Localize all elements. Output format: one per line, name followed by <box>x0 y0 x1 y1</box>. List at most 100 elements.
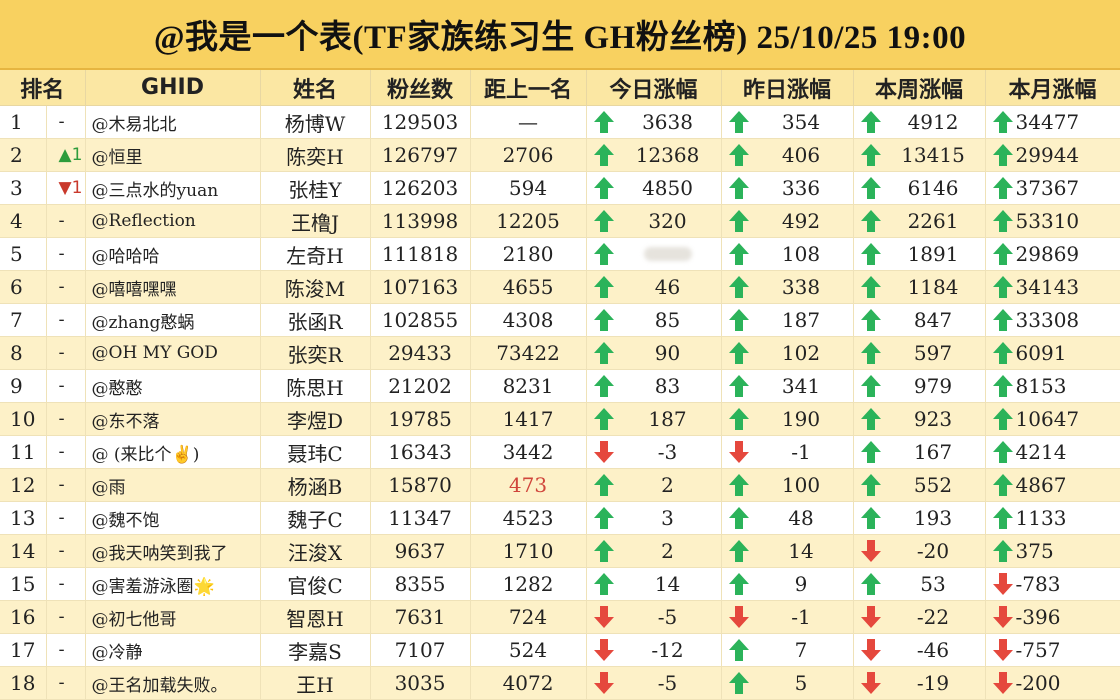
today-change-cell: 83 <box>586 369 722 403</box>
fans-cell: 16343 <box>370 435 471 469</box>
arrow-up-icon <box>593 374 615 398</box>
yesterday-change-value: 7 <box>750 634 853 666</box>
yesterday-change-value: 354 <box>750 106 853 138</box>
gap-cell: 724 <box>470 600 587 634</box>
ghid-cell: @三点水的yuan <box>85 171 261 205</box>
rank-cell: 18 <box>0 666 47 700</box>
yesterday-change-cell: 5 <box>721 666 854 700</box>
month-change-value: 53310 <box>1016 205 1120 237</box>
week-change-value: 193 <box>882 502 985 534</box>
rank-change-cell: - <box>46 270 86 304</box>
week-change-value: -46 <box>882 634 985 666</box>
yesterday-change-text: 190 <box>781 407 821 431</box>
week-change-cell: -22 <box>853 600 986 634</box>
gap-cell: 524 <box>470 633 587 667</box>
yesterday-change-text: 100 <box>781 473 821 497</box>
month-change-text: 1133 <box>1015 506 1067 530</box>
today-change-text: 90 <box>654 341 681 365</box>
week-change-text: -22 <box>916 605 950 629</box>
name-cell: 官俊C <box>260 567 371 601</box>
yesterday-change-cell: -1 <box>721 600 854 634</box>
week-change-text: 4912 <box>907 110 959 134</box>
gap-cell: — <box>470 105 587 139</box>
month-change-cell: -396 <box>985 600 1120 634</box>
arrow-up-icon <box>728 473 750 497</box>
today-change-text: 3638 <box>642 110 693 134</box>
name-cell: 智恩H <box>260 600 371 634</box>
yesterday-change-text: 338 <box>781 275 821 299</box>
gap-cell: 1710 <box>470 534 587 568</box>
yesterday-change-value: 406 <box>750 139 853 171</box>
rank-cell: 10 <box>0 402 47 436</box>
name-cell: 王橹J <box>260 204 371 238</box>
yesterday-change-value: 190 <box>750 403 853 435</box>
name-cell: 张奕R <box>260 336 371 370</box>
yesterday-change-text: 341 <box>781 374 821 398</box>
week-change-cell: 6146 <box>853 171 986 205</box>
month-change-text: -200 <box>1015 671 1061 695</box>
gap-cell: 8231 <box>470 369 587 403</box>
today-change-value: -5 <box>615 667 721 699</box>
week-change-text: 6146 <box>907 176 959 200</box>
gap-cell: 473 <box>470 468 587 502</box>
arrow-up-icon <box>593 473 615 497</box>
fans-cell: 111818 <box>370 237 471 271</box>
table-row: 14- @我天呐笑到我了 汪浚X 9637 1710 2 14 -20 375 <box>0 534 1120 568</box>
table-row: 12- @雨 杨涵B 15870 473 2 100 552 4867 <box>0 468 1120 502</box>
today-change-text: 187 <box>648 407 687 431</box>
yesterday-change-cell: 100 <box>721 468 854 502</box>
week-change-cell: -19 <box>853 666 986 700</box>
yesterday-change-text: 102 <box>781 341 821 365</box>
today-change-text: 12368 <box>635 143 700 167</box>
rank-change-cell: - <box>46 468 86 502</box>
gap-cell: 1417 <box>470 402 587 436</box>
month-change-cell: -757 <box>985 633 1120 667</box>
rank-change-cell: - <box>46 336 86 370</box>
month-change-text: 4867 <box>1015 473 1067 497</box>
week-change-cell: 979 <box>853 369 986 403</box>
arrow-up-icon <box>860 176 882 200</box>
rank-cell: 11 <box>0 435 47 469</box>
week-change-cell: 53 <box>853 567 986 601</box>
week-change-text: 1891 <box>907 242 959 266</box>
today-change-cell: 3 <box>586 501 722 535</box>
gap-cell: 73422 <box>470 336 587 370</box>
fans-cell: 126797 <box>370 138 471 172</box>
today-change-cell: 2 <box>586 534 722 568</box>
table-row: 6- @嘻嘻嘿嘿 陈浚M 107163 4655 46 338 1184 34143 <box>0 270 1120 304</box>
arrow-up-icon <box>992 539 1014 563</box>
arrow-up-icon <box>860 308 882 332</box>
today-change-cell: 4850 <box>586 171 722 205</box>
yesterday-change-value: 338 <box>750 271 853 303</box>
gap-cell: 4655 <box>470 270 587 304</box>
today-change-text: -12 <box>651 638 684 662</box>
arrow-up-icon <box>593 572 615 596</box>
arrow-up-icon <box>728 242 750 266</box>
week-change-value: 552 <box>882 469 985 501</box>
today-change-cell: 187 <box>586 402 722 436</box>
month-change-text: 10647 <box>1015 407 1080 431</box>
arrow-down-icon <box>860 539 882 563</box>
today-change-value <box>615 238 721 270</box>
month-change-text: 8153 <box>1015 374 1067 398</box>
arrow-up-icon <box>992 176 1014 200</box>
today-change-value: 3 <box>615 502 721 534</box>
arrow-up-icon <box>992 440 1014 464</box>
yesterday-change-text: 354 <box>781 110 821 134</box>
yesterday-change-text: 108 <box>781 242 821 266</box>
fans-cell: 19785 <box>370 402 471 436</box>
gap-cell: 12205 <box>470 204 587 238</box>
rank-cell: 5 <box>0 237 47 271</box>
ghid-cell: @ (来比个✌) <box>85 435 261 469</box>
ghid-cell: @恒里 <box>85 138 261 172</box>
month-change-text: 29944 <box>1015 143 1080 167</box>
table-row: 10- @东不落 李煜D 19785 1417 187 190 923 10647 <box>0 402 1120 436</box>
arrow-up-icon <box>593 143 615 167</box>
header-gap: 距上一名 <box>470 70 587 106</box>
month-change-cell: 37367 <box>985 171 1120 205</box>
gap-cell: 4523 <box>470 501 587 535</box>
today-change-value: 90 <box>615 337 721 369</box>
yesterday-change-cell: -1 <box>721 435 854 469</box>
arrow-up-icon <box>860 143 882 167</box>
